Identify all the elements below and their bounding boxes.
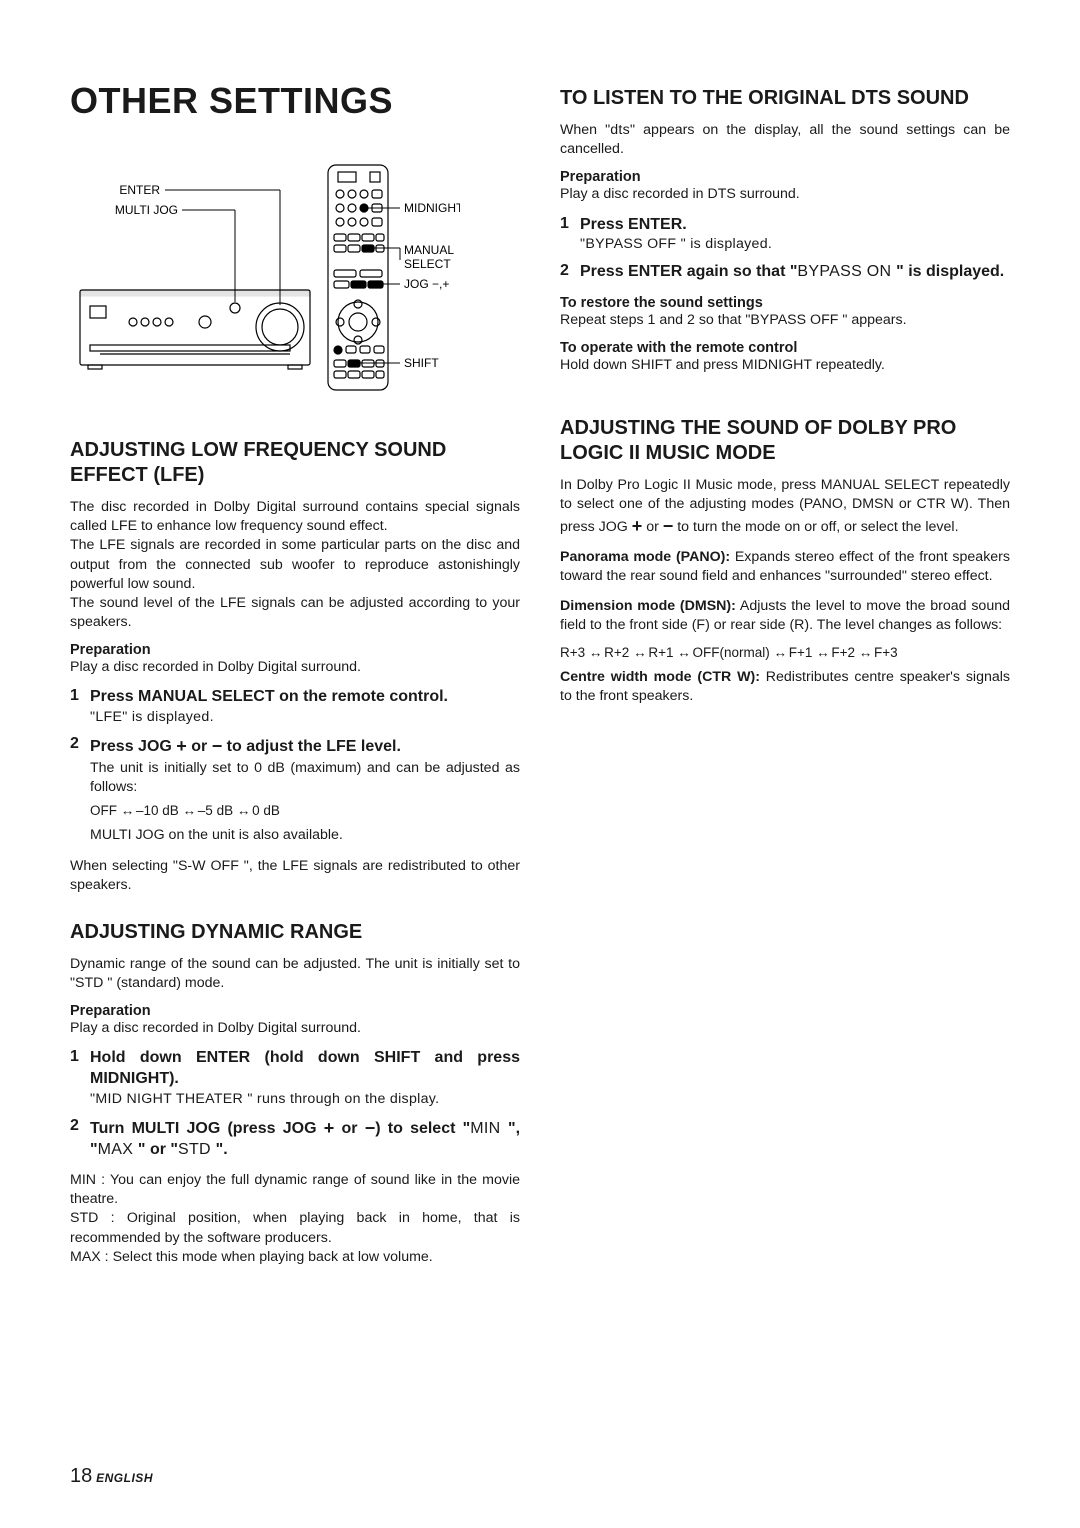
text: to adjust the LFE level. [222, 738, 401, 755]
text: When " [560, 122, 610, 138]
text: MAX [98, 1141, 138, 1158]
pl2-sequence: R+3 ↔ R+2 ↔ R+1 ↔ OFF(normal) ↔ F+1 ↔ F+… [560, 645, 1010, 660]
step-number: 2 [560, 262, 580, 283]
dts-restore-label: To restore the sound settings [560, 295, 1010, 311]
lfe-prep-label: Preparation [70, 642, 520, 658]
text: ) to select " [375, 1120, 470, 1137]
pl2-p1: In Dolby Pro Logic II Music mode, press … [560, 476, 1010, 539]
pl2-pano: Panorama mode (PANO): Expands stereo eff… [560, 548, 1010, 586]
text: ". [216, 1141, 228, 1158]
text: " is displayed. [896, 263, 1004, 280]
dts-restore-text: Repeat steps 1 and 2 so that "BYPASS OFF… [560, 311, 1010, 330]
dts-step1: 1 Press ENTER. "BYPASS OFF " is displaye… [560, 215, 1010, 255]
text: Turn MULTI JOG (press JOG [90, 1120, 324, 1137]
step-title: Press ENTER. [580, 215, 1010, 236]
dyn-step2: 2 Turn MULTI JOG (press JOG + or −) to s… [70, 1117, 520, 1161]
lfe-swoff-note: When selecting "S-W OFF ", the LFE signa… [70, 857, 520, 895]
diagram-label-shift: SHIFT [404, 356, 439, 370]
step-number: 1 [560, 215, 580, 255]
text: Press ENTER again so that " [580, 263, 797, 280]
dyn-p1: Dynamic range of the sound can be adjust… [70, 955, 520, 993]
dyn-std: STD : Original position, when playing ba… [70, 1209, 520, 1247]
step-number: 1 [70, 687, 90, 727]
label: Panorama mode (PANO): [560, 549, 730, 565]
step-sub: "BYPASS OFF " is displayed. [580, 235, 1010, 254]
page-footer: 18 ENGLISH [70, 1465, 153, 1488]
step-sub: "MID NIGHT THEATER " runs through on the… [90, 1090, 520, 1109]
text: " or " [138, 1141, 178, 1158]
step-title: Press MANUAL SELECT on the remote contro… [90, 687, 520, 708]
page-language: ENGLISH [96, 1471, 153, 1485]
pl2-dmsn: Dimension mode (DMSN): Adjusts the level… [560, 597, 1010, 635]
step-title: Turn MULTI JOG (press JOG + or −) to sel… [90, 1117, 520, 1161]
text: STD [178, 1141, 216, 1158]
dyn-prep-label: Preparation [70, 1003, 520, 1019]
dts-keyword: dts [610, 122, 630, 138]
dts-remote-text: Hold down SHIFT and press MIDNIGHT repea… [560, 356, 1010, 375]
step-number: 1 [70, 1048, 90, 1109]
text: or [642, 519, 663, 535]
left-column: OTHER SETTINGS [70, 80, 520, 1277]
lfe-p2: The LFE signals are recorded in some par… [70, 536, 520, 594]
dyn-max: MAX : Select this mode when playing back… [70, 1248, 520, 1267]
lfe-p3: The sound level of the LFE signals can b… [70, 594, 520, 632]
dts-step2: 2 Press ENTER again so that "BYPASS ON "… [560, 262, 1010, 283]
label: Dimension mode (DMSN): [560, 598, 736, 614]
step-sub: The unit is initially set to 0 dB (maxim… [90, 759, 520, 797]
text: to turn the mode on or off, or select th… [673, 519, 958, 535]
diagram-label-jog: JOG −,+ [404, 277, 449, 291]
dyn-prep-text: Play a disc recorded in Dolby Digital su… [70, 1019, 520, 1038]
dts-remote-label: To operate with the remote control [560, 340, 1010, 356]
diagram-label-multijog: MULTI JOG [115, 203, 178, 217]
diagram-label-manual: MANUAL [404, 243, 454, 257]
text: MIN [470, 1120, 508, 1137]
step-number: 2 [70, 1117, 90, 1161]
page-number: 18 [70, 1465, 92, 1487]
heading-dynamic: ADJUSTING DYNAMIC RANGE [70, 920, 520, 945]
right-column: TO LISTEN TO THE ORIGINAL DTS SOUND When… [560, 80, 1010, 1277]
step-number: 2 [70, 735, 90, 797]
plus-icon: + [324, 1118, 335, 1138]
dyn-step1: 1 Hold down ENTER (hold down SHIFT and p… [70, 1048, 520, 1109]
lfe-multijog-note: MULTI JOG on the unit is also available. [90, 826, 520, 845]
diagram-label-enter: ENTER [119, 183, 160, 197]
diagram-label-select: SELECT [404, 257, 451, 271]
device-diagram: ENTER MULTI JOG MIDNIGHT MANUAL SELECT J… [70, 150, 460, 410]
plus-icon: + [176, 736, 187, 756]
text: or [187, 738, 212, 755]
minus-icon: − [663, 516, 674, 536]
lfe-p1: The disc recorded in Dolby Digital surro… [70, 498, 520, 536]
dts-p1: When "dts" appears on the display, all t… [560, 121, 1010, 159]
heading-pl2: ADJUSTING THE SOUND OF DOLBY PRO LOGIC I… [560, 416, 1010, 466]
lfe-step2: 2 Press JOG + or − to adjust the LFE lev… [70, 735, 520, 797]
heading-dts: TO LISTEN TO THE ORIGINAL DTS SOUND [560, 86, 1010, 111]
pl2-ctrw: Centre width mode (CTR W): Redistributes… [560, 668, 1010, 706]
minus-icon: − [212, 736, 223, 756]
minus-icon: − [365, 1118, 376, 1138]
dts-prep-text: Play a disc recorded in DTS surround. [560, 185, 1010, 204]
heading-lfe: ADJUSTING LOW FREQUENCY SOUND EFFECT (LF… [70, 438, 520, 488]
dyn-min: MIN : You can enjoy the full dynamic ran… [70, 1171, 520, 1209]
diagram-label-midnight: MIDNIGHT [404, 201, 460, 215]
step-sub: "LFE" is displayed. [90, 708, 520, 727]
step-title: Hold down ENTER (hold down SHIFT and pre… [90, 1048, 520, 1090]
plus-icon: + [632, 516, 643, 536]
step-title: Press JOG + or − to adjust the LFE level… [90, 735, 520, 758]
page-title: OTHER SETTINGS [70, 80, 520, 122]
step-title: Press ENTER again so that "BYPASS ON " i… [580, 262, 1010, 283]
lfe-sequence: OFF ↔ –10 dB ↔ –5 dB ↔ 0 dB [90, 803, 520, 818]
label: Centre width mode (CTR W): [560, 669, 760, 685]
text: Press JOG [90, 738, 176, 755]
dts-prep-label: Preparation [560, 169, 1010, 185]
text: BYPASS ON [797, 263, 896, 280]
lfe-prep-text: Play a disc recorded in Dolby Digital su… [70, 658, 520, 677]
lfe-step1: 1 Press MANUAL SELECT on the remote cont… [70, 687, 520, 727]
text: or [334, 1120, 364, 1137]
